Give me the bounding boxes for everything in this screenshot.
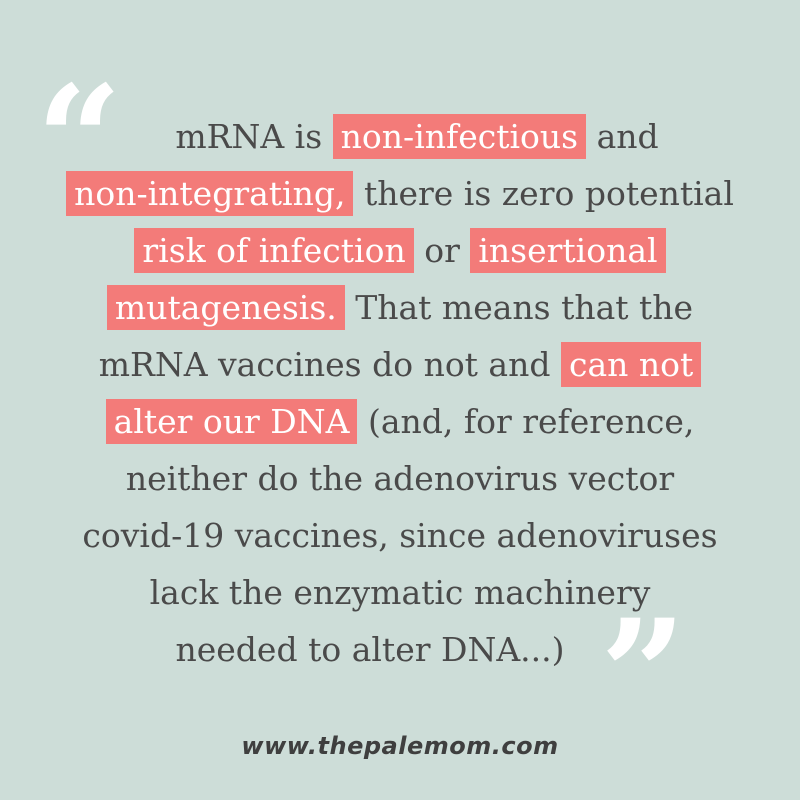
quote-segment: mRNA vaccines do not and	[98, 345, 561, 384]
quote-segment: and	[586, 117, 659, 156]
quote-text: mRNA is non-infectious and non-integratin…	[40, 108, 760, 678]
highlighted-phrase: insertional	[470, 228, 666, 273]
quote-segment: there is zero potential	[353, 174, 734, 213]
highlighted-phrase: non-integrating,	[66, 171, 354, 216]
website-link[interactable]: www.thepalemom.com	[241, 732, 559, 760]
quote-segment: (and, for reference,	[357, 402, 695, 441]
quote-line: mRNA vaccines do not and can not	[40, 336, 760, 393]
quote-segment: mRNA is	[175, 117, 333, 156]
quote-line: risk of infection or insertional	[40, 222, 760, 279]
close-quote-icon: ”	[600, 587, 687, 763]
quote-line: lack the enzymatic machinery	[40, 564, 760, 621]
quote-line: needed to alter DNA...)	[40, 621, 760, 678]
highlighted-phrase: risk of infection	[134, 228, 414, 273]
quote-segment: That means that the	[344, 288, 694, 327]
highlighted-phrase: alter our DNA	[105, 399, 358, 444]
quote-line: non-integrating, there is zero potential	[40, 165, 760, 222]
quote-line: mutagenesis. That means that the	[40, 279, 760, 336]
highlighted-phrase: non-infectious	[332, 114, 587, 159]
highlighted-phrase: can not	[560, 342, 702, 387]
quote-line: covid-19 vaccines, since adenoviruses	[40, 507, 760, 564]
quote-line: neither do the adenovirus vector	[40, 450, 760, 507]
quote-segment: neither do the adenovirus vector	[125, 459, 675, 498]
quote-segment: lack the enzymatic machinery	[149, 573, 651, 612]
quote-segment: needed to alter DNA...)	[175, 630, 565, 669]
quote-line: mRNA is non-infectious and	[40, 108, 760, 165]
quote-segment: or	[413, 231, 471, 270]
quote-line: alter our DNA (and, for reference,	[40, 393, 760, 450]
quote-segment: covid-19 vaccines, since adenoviruses	[82, 516, 718, 555]
highlighted-phrase: mutagenesis.	[106, 285, 345, 330]
